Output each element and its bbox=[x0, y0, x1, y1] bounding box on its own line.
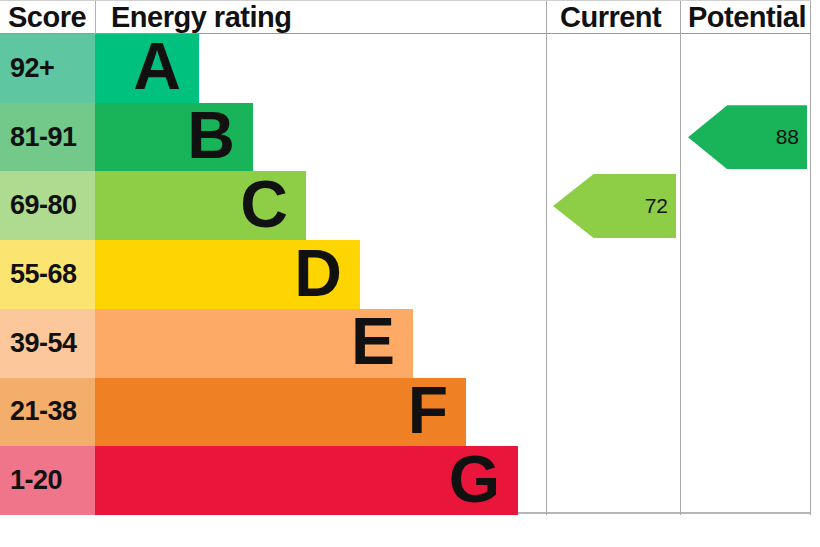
epc-table: Score Energy rating Current Potential 92… bbox=[0, 0, 811, 514]
score-cell-b: 81-91 bbox=[0, 103, 95, 172]
band-letter-g: G bbox=[449, 446, 518, 516]
potential-value: 88 bbox=[776, 125, 807, 149]
score-cell-e: 39-54 bbox=[0, 309, 95, 378]
score-cell-g: 1-20 bbox=[0, 446, 95, 515]
band-row-a: A bbox=[95, 34, 546, 103]
score-cell-a: 92+ bbox=[0, 34, 95, 103]
score-column-divider bbox=[95, 1, 96, 34]
band-letter-b: B bbox=[187, 102, 253, 172]
band-letter-a: A bbox=[133, 33, 199, 103]
header-row: Score Energy rating Current Potential bbox=[0, 1, 811, 34]
band-bar-g: G bbox=[95, 446, 518, 515]
band-row-d: D bbox=[95, 240, 546, 309]
score-cell-c: 69-80 bbox=[0, 171, 95, 240]
band-letter-d: D bbox=[294, 240, 360, 310]
band-bar-c: C bbox=[95, 171, 306, 240]
band-bar-b: B bbox=[95, 103, 253, 172]
current-value: 72 bbox=[645, 194, 676, 218]
energy-rating-header: Energy rating bbox=[111, 1, 291, 33]
current-header: Current bbox=[560, 1, 661, 33]
band-bar-e: E bbox=[95, 309, 413, 378]
band-row-b: B bbox=[95, 103, 546, 172]
potential-column-divider bbox=[680, 1, 681, 515]
band-row-c: C bbox=[95, 171, 546, 240]
current-column-divider bbox=[546, 1, 547, 515]
band-letter-e: E bbox=[351, 308, 413, 378]
band-row-g: G bbox=[95, 446, 546, 515]
energy-rating-bars: ABCDEFG bbox=[95, 34, 546, 515]
score-cell-f: 21-38 bbox=[0, 378, 95, 447]
score-header: Score bbox=[8, 1, 86, 33]
band-bar-a: A bbox=[95, 34, 199, 103]
band-bar-f: F bbox=[95, 378, 466, 447]
band-bar-d: D bbox=[95, 240, 360, 309]
band-row-f: F bbox=[95, 378, 546, 447]
band-letter-f: F bbox=[408, 377, 466, 447]
epc-chart: Score Energy rating Current Potential 92… bbox=[0, 0, 820, 547]
band-letter-c: C bbox=[240, 171, 306, 241]
current-arrow: 72 bbox=[553, 174, 676, 238]
potential-header: Potential bbox=[688, 1, 806, 33]
right-border bbox=[810, 1, 811, 515]
potential-arrow: 88 bbox=[688, 105, 807, 169]
score-column: 92+81-9169-8055-6839-5421-381-20 bbox=[0, 34, 95, 515]
band-row-e: E bbox=[95, 309, 546, 378]
score-cell-d: 55-68 bbox=[0, 240, 95, 309]
